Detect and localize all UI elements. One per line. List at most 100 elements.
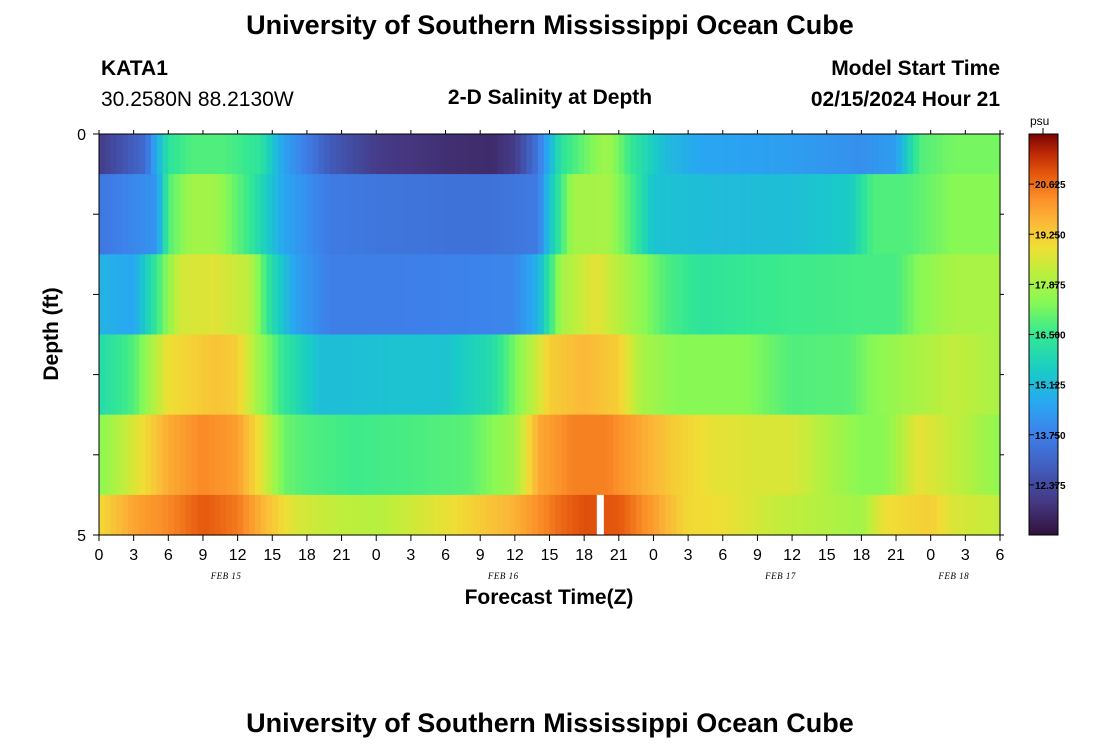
heatmap-cell [618, 334, 626, 416]
heatmap-cell [624, 174, 631, 255]
station-id: KATA1 [101, 57, 168, 80]
heatmap-cell [514, 254, 522, 336]
heatmap-cell [566, 494, 574, 536]
heatmap-cell [393, 174, 400, 255]
heatmap-cell [659, 134, 666, 175]
heatmap-cell [243, 334, 250, 416]
heatmap-cell [376, 494, 383, 536]
heatmap-cell [150, 134, 158, 175]
heatmap-cell [555, 414, 562, 496]
heatmap-cell [630, 174, 637, 255]
heatmap-cell [936, 414, 943, 496]
heatmap-cell [520, 134, 527, 175]
heatmap-cell [711, 174, 718, 255]
heatmap-cell [872, 334, 880, 416]
heatmap-cell [826, 174, 834, 255]
heatmap-cell [370, 254, 377, 336]
heatmap-cell [503, 174, 510, 255]
heatmap-cell [792, 494, 799, 536]
heatmap-cell [896, 494, 903, 536]
heatmap-cell [249, 134, 256, 175]
heatmap-cell [942, 134, 949, 175]
heatmap-cell [410, 334, 418, 416]
page-title-repeat: University of Southern Mississippi Ocean… [246, 708, 854, 738]
heatmap-cell [971, 254, 978, 336]
heatmap-cell [370, 494, 377, 536]
heatmap-cell [924, 414, 932, 496]
heatmap-cell [982, 334, 990, 416]
heatmap-cell [682, 254, 689, 336]
heatmap-cell [988, 414, 995, 496]
heatmap-cell [468, 414, 476, 496]
heatmap-cell [509, 494, 516, 536]
heatmap-cell [509, 174, 516, 255]
heatmap-cell [740, 414, 747, 496]
heatmap-cell [324, 494, 331, 536]
colorbar-ticks: 20.625 19.250 17.875 16.500 15.125 13.750 12.3… [1029, 180, 1066, 492]
heatmap-cell [532, 134, 539, 175]
heatmap-cell [636, 174, 643, 255]
heatmap-cell [890, 494, 897, 536]
heatmap-cell [878, 494, 886, 536]
y-axis-ticks [93, 133, 1004, 536]
heatmap-cell [312, 134, 320, 175]
heatmap-cell [751, 494, 759, 536]
heatmap-cell [324, 174, 331, 255]
day-label: FEB 17 [764, 571, 796, 581]
heatmap-cell [485, 134, 493, 175]
heatmap-cell [774, 494, 782, 536]
heatmap-cell [266, 334, 273, 416]
heatmap-cell [803, 254, 811, 336]
heatmap-cell [930, 174, 938, 255]
heatmap-cell [982, 254, 990, 336]
heatmap-cell [838, 334, 845, 416]
heatmap-cell [254, 414, 262, 496]
heatmap-cell [670, 254, 678, 336]
heatmap-cell [376, 334, 383, 416]
heatmap-cell [197, 254, 204, 336]
heatmap-cell [254, 494, 262, 536]
heatmap-cell [607, 254, 614, 336]
heatmap-cell [820, 254, 828, 336]
heatmap-cell [532, 494, 539, 536]
heatmap-cell [971, 334, 978, 416]
heatmap-cell [439, 494, 447, 536]
heatmap-cell [618, 414, 626, 496]
heatmap-cell [474, 134, 481, 175]
heatmap-cell [901, 134, 909, 175]
heatmap-cell [278, 134, 285, 175]
heatmap-cell [416, 414, 424, 496]
heatmap-cell [341, 134, 348, 175]
heatmap-cell [156, 334, 164, 416]
heatmap-cell [907, 254, 914, 336]
heatmap-cell [509, 414, 516, 496]
heatmap-cell [197, 494, 204, 536]
heatmap-cell [231, 414, 239, 496]
heatmap-cell [122, 174, 129, 255]
heatmap-cell [693, 334, 701, 416]
heatmap-cell [370, 174, 377, 255]
heatmap-cell [994, 254, 1001, 336]
heatmap-cell [410, 174, 418, 255]
heatmap-cell [745, 414, 753, 496]
heatmap-cell [665, 414, 672, 496]
heatmap-cell [872, 134, 880, 175]
heatmap-cell [387, 134, 395, 175]
heatmap-cell [156, 254, 164, 336]
x-tick-label: 21 [887, 547, 905, 564]
heatmap-cell [445, 174, 452, 255]
heatmap-cell [774, 254, 782, 336]
heatmap-cell [532, 254, 539, 336]
heatmap-cell [526, 254, 533, 336]
heatmap-cell [913, 414, 920, 496]
heatmap-cell [636, 334, 643, 416]
heatmap-cell [624, 334, 631, 416]
heatmap-cell [699, 494, 707, 536]
heatmap-cell [913, 134, 920, 175]
colorbar-tick-label: 17.875 [1035, 280, 1066, 291]
heatmap-cell [566, 334, 574, 416]
heatmap-cell [474, 254, 481, 336]
heatmap-cell [676, 174, 683, 255]
heatmap-cell [965, 174, 972, 255]
heatmap-cell [826, 254, 834, 336]
